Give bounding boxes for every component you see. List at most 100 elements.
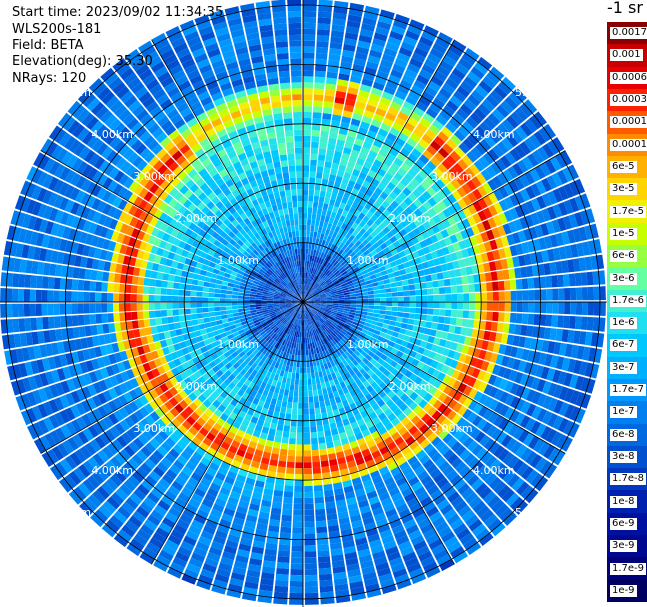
ppi-gate: [367, 55, 381, 65]
ppi-gate: [580, 272, 588, 286]
ppi-gate: [359, 360, 366, 368]
ppi-gate: [462, 436, 474, 448]
ppi-gate: [443, 316, 451, 325]
ppi-gate: [325, 405, 333, 413]
ppi-gate: [326, 185, 333, 193]
ppi-gate: [376, 238, 385, 246]
ppi-gate: [533, 130, 547, 146]
ppi-gate: [282, 503, 293, 510]
ppi-gate: [453, 429, 465, 441]
ppi-gate: [508, 323, 516, 335]
ppi-gate: [332, 303, 339, 306]
ppi-gate: [562, 215, 573, 230]
ppi-gate: [398, 250, 406, 258]
ppi-gate: [304, 521, 315, 528]
ppi-gate: [431, 452, 443, 463]
ppi-gate: [308, 303, 315, 307]
ppi-gate: [376, 518, 389, 528]
ppi-gate: [487, 148, 500, 162]
ppi-gate: [300, 361, 303, 368]
ppi-gate: [468, 496, 482, 509]
ppi-gate: [6, 303, 13, 318]
ppi-gate: [518, 429, 530, 443]
ppi-gate: [282, 508, 293, 516]
ppi-gate: [485, 165, 497, 178]
ppi-gate: [332, 321, 338, 327]
ppi-gate: [349, 326, 356, 332]
ppi-gate: [318, 319, 323, 325]
ppi-gate: [297, 331, 300, 338]
ppi-gate: [319, 376, 325, 384]
ppi-gate: [346, 135, 356, 144]
ppi-gate: [220, 306, 227, 311]
ppi-gate: [502, 169, 514, 182]
ppi-gate: [332, 476, 342, 484]
ppi-gate: [357, 40, 371, 50]
ppi-gate: [329, 274, 336, 280]
ppi-gate: [530, 377, 541, 390]
ppi-gate: [305, 307, 309, 313]
ppi-gate: [436, 272, 444, 280]
ppi-gate: [409, 111, 422, 122]
ppi-gate: [307, 331, 311, 338]
ppi-gate: [481, 340, 489, 350]
ppi-gate: [315, 377, 321, 385]
ppi-gate: [544, 159, 557, 174]
ppi-gate: [471, 478, 484, 491]
ppi-gate: [307, 285, 311, 292]
ppi-gate: [461, 218, 471, 229]
ppi-gate: [382, 323, 390, 329]
ppi-gate: [304, 307, 307, 314]
ppi-gate: [278, 454, 287, 462]
ppi-gate: [142, 303, 149, 311]
ppi-gate: [232, 309, 239, 314]
ppi-gate: [386, 80, 399, 90]
ppi-gate: [308, 183, 315, 190]
ppi-gate: [332, 306, 339, 310]
ppi-gate: [500, 155, 512, 169]
ppi-gate: [204, 276, 211, 283]
ppi-gate: [332, 566, 346, 574]
ppi-gate: [476, 418, 488, 431]
ppi-gate: [387, 272, 395, 279]
ppi-gate: [320, 130, 329, 138]
ppi-gate: [555, 328, 563, 342]
ppi-gate: [343, 308, 350, 312]
ppi-gate: [520, 485, 534, 500]
ppi-gate: [298, 337, 302, 344]
ppi-gate: [279, 532, 291, 540]
ppi-gate: [299, 319, 302, 326]
ppi-gate: [338, 73, 350, 81]
ppi-gate: [417, 248, 425, 257]
ppi-gate: [413, 208, 423, 218]
ppi-gate: [547, 206, 557, 220]
ppi-gate: [249, 302, 256, 305]
ppi-gate: [422, 112, 435, 124]
ppi-gate: [232, 291, 239, 296]
ppi-gate: [313, 347, 317, 355]
ppi-gate: [574, 316, 582, 330]
ppi-gate: [586, 316, 594, 331]
ppi-gate: [348, 575, 363, 584]
ppi-gate: [308, 402, 315, 409]
ppi-gate: [578, 257, 587, 272]
ppi-gate: [472, 188, 483, 200]
ppi-gate: [331, 372, 337, 380]
ppi-gate: [324, 311, 331, 316]
ppi-gate: [393, 270, 401, 277]
ppi-gate: [286, 461, 295, 469]
ppi-gate: [313, 256, 318, 263]
ppi-gate: [312, 316, 317, 322]
ppi-gate: [303, 307, 305, 314]
ppi-gate: [305, 337, 308, 344]
ppi-gate: [303, 111, 312, 119]
ppi-gate: [231, 302, 238, 306]
ppi-gate: [400, 393, 409, 403]
ppi-gate: [312, 207, 318, 214]
ppi-gate: [439, 174, 450, 186]
ppi-gate: [89, 281, 97, 292]
ppi-gate: [322, 275, 328, 281]
ppi-gate: [336, 451, 345, 459]
ppi-gate: [351, 201, 359, 210]
ppi-gate: [370, 222, 379, 231]
